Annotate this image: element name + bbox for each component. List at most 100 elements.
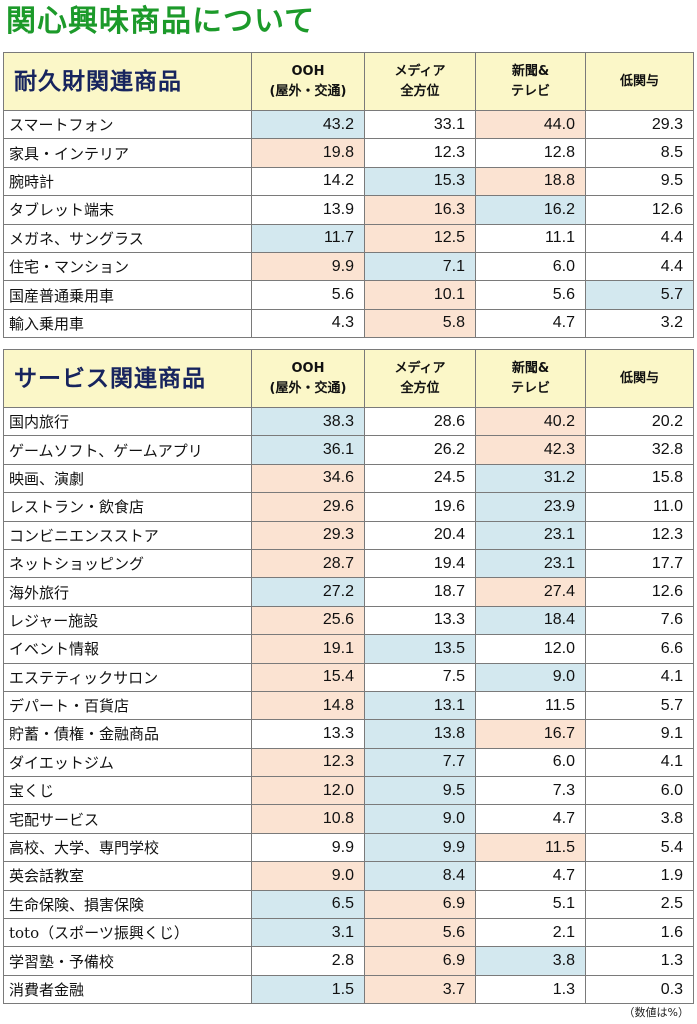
media-value: 7.7 [364,747,476,778]
media-value: 6.9 [364,889,476,920]
news-tv-value: 9.0 [475,662,586,692]
table-row: 生命保険、損害保険 6.5 6.9 5.1 2.5 [3,889,694,920]
table-row: レジャー施設 25.6 13.3 18.4 7.6 [3,605,694,636]
media-value: 10.1 [364,280,476,310]
ooh-value: 19.8 [251,138,365,168]
media-value: 6.9 [364,946,476,976]
column-ooh: OOH (屋外・交通) [251,52,365,111]
low-involvement-value: 6.6 [585,634,694,664]
table-row: 消費者金融 1.5 3.7 1.3 0.3 [3,974,694,1005]
media-value: 7.5 [364,662,476,692]
ooh-value: 36.1 [251,435,365,465]
low-involvement-value: 12.6 [585,577,694,607]
low-involvement-value: 4.4 [585,223,694,253]
ooh-value: 12.3 [251,747,365,778]
media-value: 18.7 [364,577,476,607]
row-label: スマートフォン [3,109,252,140]
column-news-line2: テレビ [510,83,550,99]
media-value: 16.3 [364,195,476,225]
media-value: 9.5 [364,776,476,806]
media-value: 33.1 [364,109,476,140]
ooh-value: 27.2 [251,577,365,607]
row-label: レストラン・飲食店 [3,492,252,522]
news-tv-value: 16.2 [475,195,586,225]
ooh-value: 10.8 [251,804,365,834]
media-value: 5.6 [364,918,476,948]
table-row: スマートフォン 43.2 33.1 44.0 29.3 [3,109,694,140]
column-ooh: OOH (屋外・交通) [251,349,365,408]
ooh-value: 38.3 [251,406,365,437]
row-label: 国内旅行 [3,406,252,437]
media-value: 9.0 [364,804,476,834]
row-label: 家具・インテリア [3,138,252,168]
table-row: 宝くじ 12.0 9.5 7.3 6.0 [3,776,694,806]
ooh-value: 25.6 [251,605,365,636]
news-tv-value: 11.5 [475,690,586,721]
ooh-value: 14.2 [251,166,365,197]
row-label: 国産普通乗用車 [3,280,252,310]
ooh-value: 9.9 [251,832,365,863]
column-news-line2: テレビ [510,380,550,396]
low-involvement-value: 7.6 [585,605,694,636]
low-involvement-value: 2.5 [585,889,694,920]
media-value: 5.8 [364,308,476,339]
news-tv-value: 5.1 [475,889,586,920]
row-label: ゲームソフト、ゲームアプリ [3,435,252,465]
table-row: 家具・インテリア 19.8 12.3 12.8 8.5 [3,138,694,168]
ooh-value: 13.9 [251,195,365,225]
news-tv-value: 23.9 [475,492,586,522]
low-involvement-value: 32.8 [585,435,694,465]
news-tv-value: 16.7 [475,719,586,749]
row-label: 映画、演劇 [3,463,252,494]
news-tv-value: 1.3 [475,974,586,1005]
table-header-row: 耐久財関連商品 OOH (屋外・交通) メディア 全方位 新聞& テレビ 低関与 [3,52,694,111]
table-row: コンビニエンスストア 29.3 20.4 23.1 12.3 [3,520,694,550]
news-tv-value: 11.1 [475,223,586,253]
ooh-value: 43.2 [251,109,365,140]
column-news-tv: 新聞& テレビ [475,349,586,408]
column-media-line1: メディア [394,63,446,79]
news-tv-value: 31.2 [475,463,586,494]
news-tv-value: 27.4 [475,577,586,607]
column-low-involvement: 低関与 [585,349,694,408]
column-news-tv: 新聞& テレビ [475,52,586,111]
row-label: 生命保険、損害保険 [3,889,252,920]
news-tv-value: 18.4 [475,605,586,636]
category-heading: サービス関連商品 [3,349,252,408]
row-label: レジャー施設 [3,605,252,636]
column-media: メディア 全方位 [364,349,476,408]
row-label: 英会話教室 [3,861,252,891]
low-involvement-value: 0.3 [585,974,694,1005]
ooh-value: 9.9 [251,251,365,282]
media-value: 13.3 [364,605,476,636]
low-involvement-value: 4.1 [585,747,694,778]
table-row: 住宅・マンション 9.9 7.1 6.0 4.4 [3,251,694,282]
column-ooh-line2: (屋外・交通) [269,83,347,99]
row-label: コンビニエンスストア [3,520,252,550]
table-row: メガネ、サングラス 11.7 12.5 11.1 4.4 [3,223,694,253]
news-tv-value: 12.0 [475,634,586,664]
row-label: 学習塾・予備校 [3,946,252,976]
ooh-value: 9.0 [251,861,365,891]
news-tv-value: 6.0 [475,747,586,778]
column-media-line2: 全方位 [400,380,440,396]
media-value: 12.5 [364,223,476,253]
news-tv-value: 4.7 [475,861,586,891]
ooh-value: 12.0 [251,776,365,806]
table-header-row: サービス関連商品 OOH (屋外・交通) メディア 全方位 新聞& テレビ 低関与 [3,349,694,408]
row-label: イベント情報 [3,634,252,664]
media-value: 24.5 [364,463,476,494]
low-involvement-value: 17.7 [585,548,694,579]
news-tv-value: 5.6 [475,280,586,310]
low-involvement-value: 8.5 [585,138,694,168]
low-involvement-value: 1.3 [585,946,694,976]
column-news-line1: 新聞& [511,63,550,79]
news-tv-value: 3.8 [475,946,586,976]
ooh-value: 29.3 [251,520,365,550]
low-involvement-value: 5.4 [585,832,694,863]
column-low-involvement: 低関与 [585,52,694,111]
table-row: 貯蓄・債権・金融商品 13.3 13.8 16.7 9.1 [3,719,694,749]
table-row: 宅配サービス 10.8 9.0 4.7 3.8 [3,804,694,834]
media-value: 19.4 [364,548,476,579]
units-note: （数値は%） [623,1006,689,1019]
